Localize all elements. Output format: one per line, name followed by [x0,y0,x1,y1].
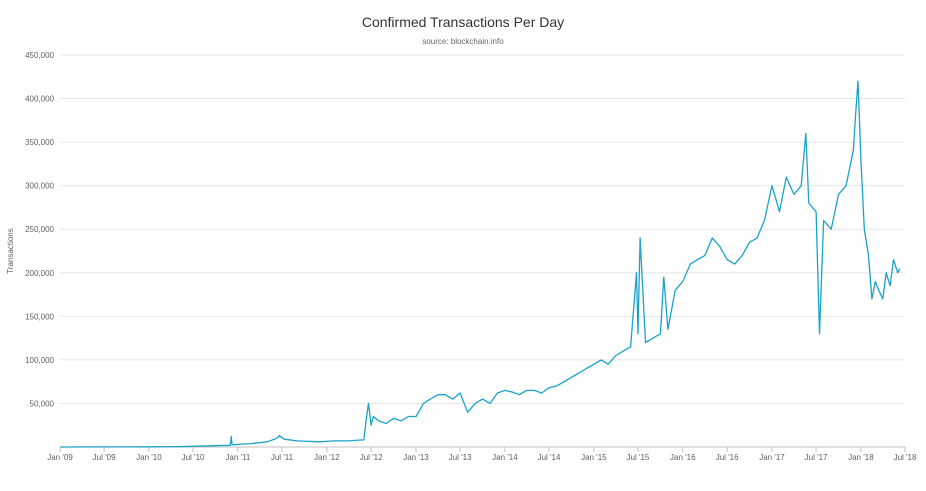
x-tick-label: Jul '13 [449,453,472,462]
x-tick-label: Jan '18 [848,453,874,462]
y-tick-label: 350,000 [25,138,54,147]
y-tick-label: 50,000 [30,399,55,408]
x-tick-label: Jan '13 [403,453,429,462]
x-tick-label: Jan '12 [314,453,340,462]
x-tick-label: Jan '10 [136,453,162,462]
x-tick-label: Jan '15 [581,453,607,462]
x-tick-label: Jul '14 [538,453,561,462]
y-tick-label: 450,000 [25,51,54,60]
x-tick-label: Jul '16 [716,453,739,462]
x-tick-label: Jan '16 [670,453,696,462]
x-tick-label: Jan '17 [759,453,785,462]
y-tick-label: 300,000 [25,182,54,191]
y-tick-label: 150,000 [25,312,54,321]
y-tick-label: 400,000 [25,95,54,104]
y-axis-title: Transactions [6,228,15,274]
x-tick-label: Jul '11 [271,453,294,462]
x-tick-label: Jan '11 [225,453,251,462]
x-tick-label: Jan '14 [492,453,518,462]
x-tick-label: Jul '10 [182,453,205,462]
series-line-0 [60,80,901,448]
x-tick-label: Jul '18 [894,453,917,462]
chart-title: Confirmed Transactions Per Day [361,14,565,30]
y-tick-label: 250,000 [25,225,54,234]
x-tick-label: Jan '09 [47,453,73,462]
x-tick-label: Jul '09 [93,453,116,462]
x-tick-label: Jul '12 [360,453,383,462]
x-tick-label: Jul '15 [627,453,650,462]
y-tick-label: 100,000 [25,356,54,365]
y-tick-label: 200,000 [25,269,54,278]
x-tick-label: Jul '17 [805,453,828,462]
chart-subtitle: source: blockchain.info [422,37,504,46]
